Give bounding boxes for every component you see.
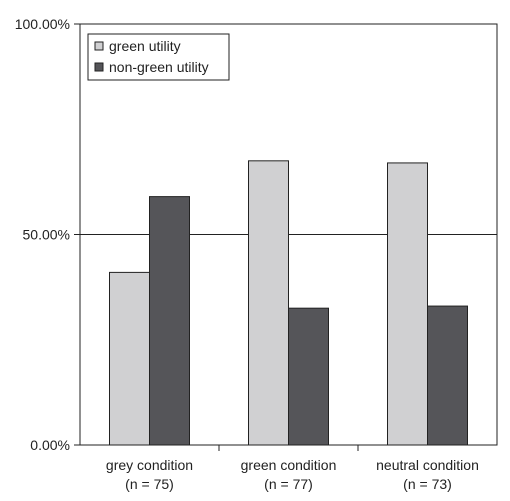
legend-swatch xyxy=(94,62,104,72)
legend-label: green utility xyxy=(109,38,181,54)
x-axis: grey condition (n = 75) green condition (n … xyxy=(106,445,479,492)
x-tick-label: neutral condition xyxy=(376,457,479,473)
y-tick-label: 0.00% xyxy=(30,437,70,453)
x-tick-label: (n = 75) xyxy=(125,476,174,492)
x-tick-label: grey condition xyxy=(106,457,193,473)
bar-non-green-utility-0 xyxy=(149,196,190,446)
bars xyxy=(109,160,468,446)
legend-swatch xyxy=(94,41,104,51)
legend-label: non-green utility xyxy=(109,59,209,75)
legend-box xyxy=(87,33,230,81)
y-tick-label: 100.00% xyxy=(15,16,70,32)
x-tick-label: green condition xyxy=(241,457,337,473)
x-tick-label: (n = 73) xyxy=(403,476,452,492)
y-axis: 0.00% 50.00% 100.00% xyxy=(15,16,80,453)
y-tick-label: 50.00% xyxy=(23,227,70,243)
bar-green-utility-2 xyxy=(387,162,428,446)
bar-non-green-utility-1 xyxy=(288,307,329,446)
legend: green utility non-green utility xyxy=(87,33,230,81)
bar-green-utility-0 xyxy=(109,271,150,446)
x-tick-label: (n = 77) xyxy=(264,476,313,492)
bar-green-utility-1 xyxy=(248,160,289,446)
bar-non-green-utility-2 xyxy=(427,305,468,446)
